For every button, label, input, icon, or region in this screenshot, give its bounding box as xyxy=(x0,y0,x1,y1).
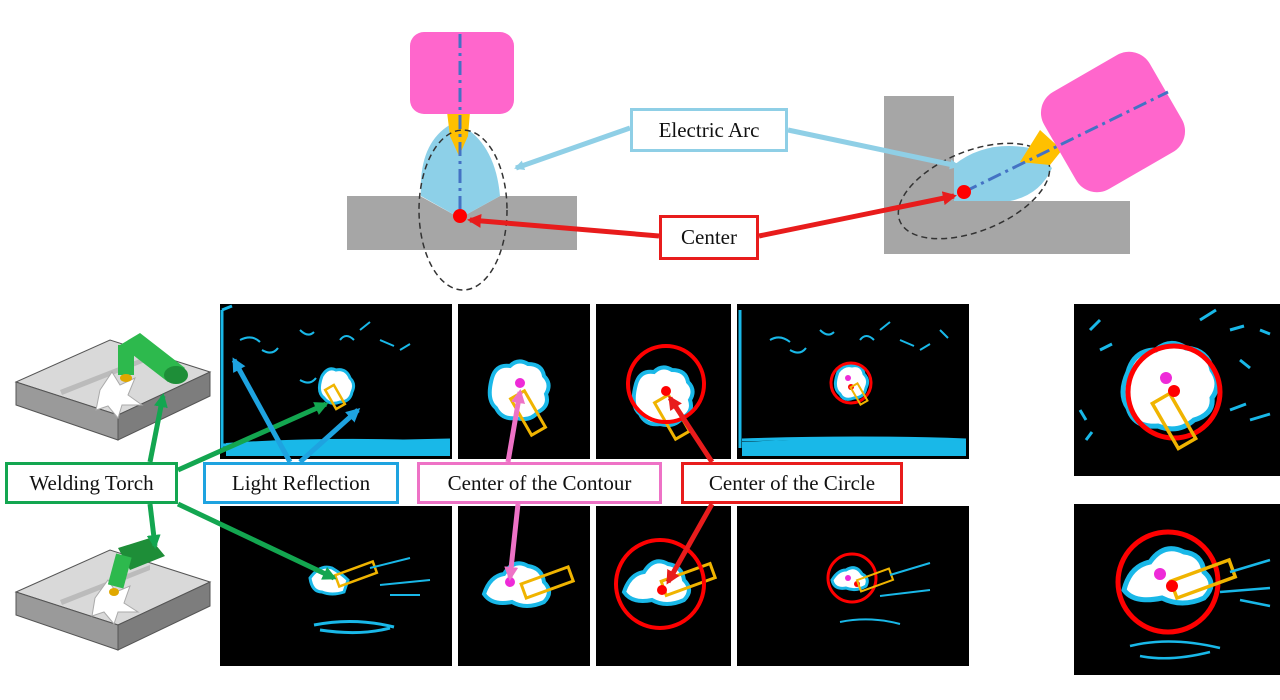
panel-row2-1 xyxy=(220,506,452,666)
zoom-panel-bottom xyxy=(1074,504,1280,675)
arc-arrow-right xyxy=(787,127,960,170)
panel-row1-4 xyxy=(737,304,969,459)
center-arrow-left xyxy=(467,213,660,239)
light-reflection-label: Light Reflection xyxy=(203,462,399,504)
panel-row2-2 xyxy=(458,506,590,666)
fillet-torch-axis xyxy=(963,90,1169,194)
flat-center-dot xyxy=(453,209,467,223)
contour-arrow-down xyxy=(504,503,521,581)
panel-row2-3 xyxy=(596,506,731,666)
center-of-circle-label: Center of the Circle xyxy=(681,462,903,504)
zoom-panel-top xyxy=(1074,304,1280,476)
fillet-weld-schematic xyxy=(884,51,1186,254)
torch-arrow-up xyxy=(147,393,168,463)
center-of-contour-label: Center of the Contour xyxy=(417,462,662,504)
torch-arrow-panel2 xyxy=(176,501,337,581)
flat-weld-schematic xyxy=(347,32,577,291)
fillet-nozzle xyxy=(1020,130,1062,165)
center-arrow-right xyxy=(758,191,957,239)
torch-arrow-panel1 xyxy=(176,401,329,473)
contour-arrow-up xyxy=(505,389,526,463)
fillet-center-dot xyxy=(957,185,971,199)
light-arrow-left xyxy=(231,357,293,464)
welding-torch-label: Welding Torch xyxy=(5,462,178,504)
welding-torch-3d-icon xyxy=(14,333,212,441)
panel-row1-2 xyxy=(458,304,590,459)
circle-arrow-up xyxy=(667,395,715,464)
electric-arc-label: Electric Arc xyxy=(630,108,788,152)
center-label: Center xyxy=(659,215,759,260)
arc-arrow-left xyxy=(514,125,631,171)
circle-arrow-down xyxy=(665,502,715,585)
panel-row1-3 xyxy=(596,304,731,459)
torch-arrow-down xyxy=(146,503,161,549)
panel-row2-4 xyxy=(737,506,969,666)
light-arrow-right xyxy=(298,407,361,464)
welding-torch-3d-icon-lower xyxy=(14,538,212,651)
flat-dashed-ellipse xyxy=(418,129,508,291)
fillet-horizontal-plate xyxy=(884,201,1130,254)
fillet-torch-body xyxy=(1040,51,1186,193)
flat-torch-body xyxy=(410,32,514,114)
